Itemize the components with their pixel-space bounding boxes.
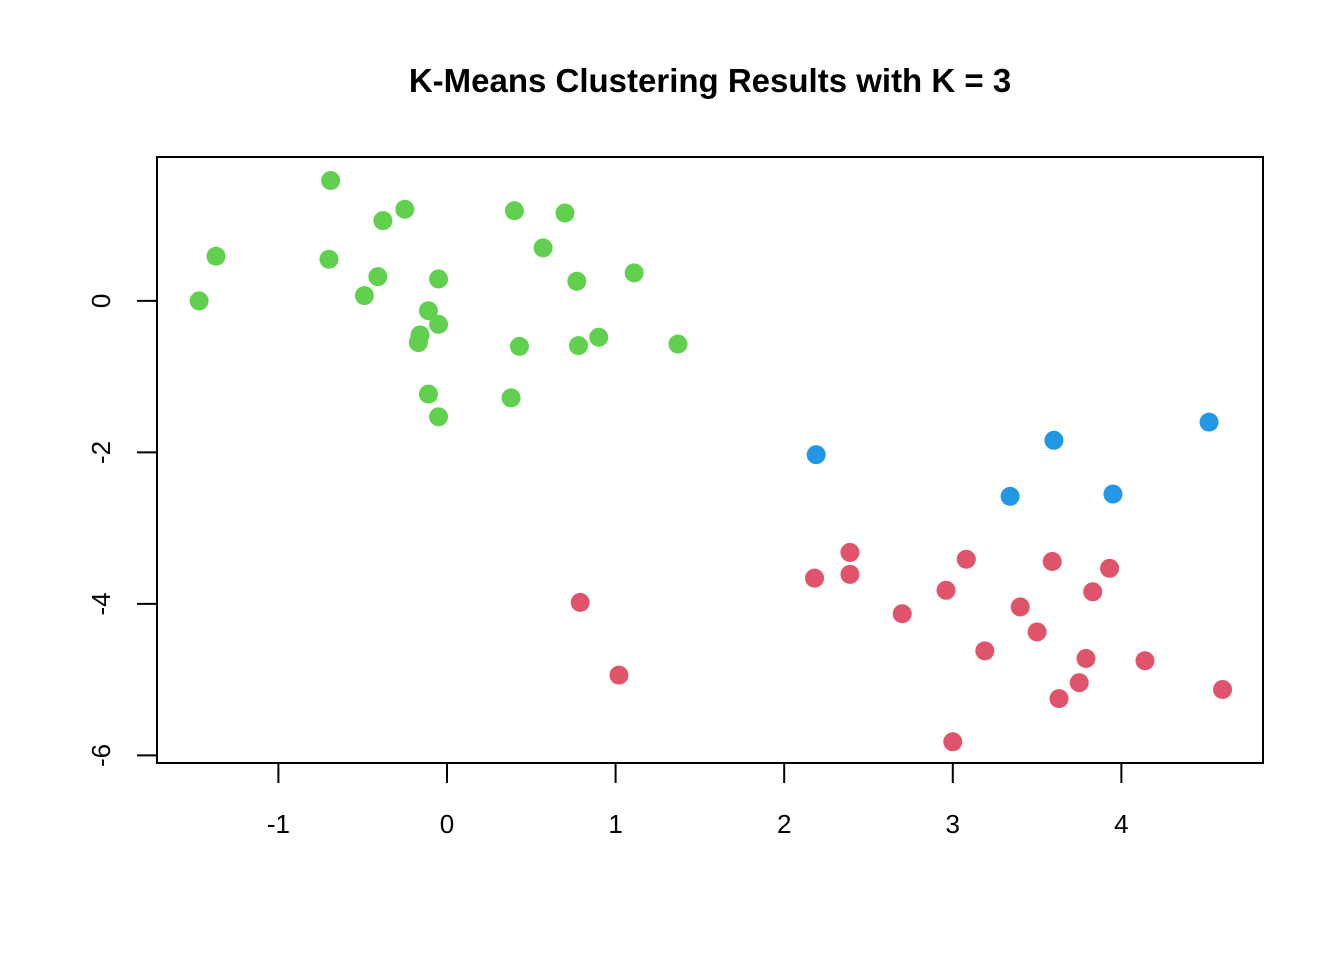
y-axis: 0 -2 -4 -6 — [86, 294, 158, 767]
scatter-point — [1083, 582, 1103, 602]
scatter-point — [418, 384, 438, 404]
scatter-point — [429, 314, 449, 334]
scatter-point — [373, 211, 393, 231]
x-tick-label: 2 — [777, 809, 791, 839]
scatter-point — [570, 592, 590, 612]
scatter-point — [1042, 552, 1062, 572]
scatter-point — [408, 333, 428, 353]
plot-frame — [156, 156, 1264, 764]
scatter-point — [429, 407, 449, 427]
scatter-point — [1135, 651, 1155, 671]
scatter-point — [501, 388, 521, 408]
scatter-point — [1076, 648, 1096, 668]
scatter-point — [956, 549, 976, 569]
scatter-point — [1010, 597, 1030, 617]
scatter-point — [321, 170, 341, 190]
scatter-point — [1000, 486, 1020, 506]
scatter-point — [1027, 622, 1047, 642]
scatter-point — [509, 336, 529, 356]
scatter-point — [319, 249, 339, 269]
scatter-point — [1213, 680, 1233, 700]
scatter-point — [1103, 484, 1123, 504]
scatter-point — [975, 641, 995, 661]
chart-title: K-Means Clustering Results with K = 3 — [409, 62, 1011, 99]
scatter-point — [567, 271, 587, 291]
scatter-point — [555, 203, 575, 223]
scatter-point — [395, 199, 415, 219]
scatter-point — [1199, 412, 1219, 432]
scatter-point — [805, 568, 825, 588]
y-tick-label: -6 — [86, 744, 116, 767]
x-tick-label: 1 — [608, 809, 622, 839]
scatter-point — [568, 336, 588, 356]
scatter-point — [354, 286, 374, 306]
scatter-point — [936, 580, 956, 600]
x-axis: -1 0 1 2 3 4 — [267, 762, 1129, 839]
scatter-point — [429, 269, 449, 289]
x-tick-label: 0 — [440, 809, 454, 839]
data-points — [189, 170, 1233, 752]
scatter-point — [624, 263, 644, 283]
scatter-point — [504, 201, 524, 221]
scatter-point — [368, 267, 388, 287]
scatter-point — [1049, 689, 1069, 709]
scatter-point — [533, 238, 553, 258]
x-tick-label: 3 — [946, 809, 960, 839]
scatter-point — [1069, 673, 1089, 693]
x-tick-label: -1 — [267, 809, 290, 839]
scatter-point — [1044, 430, 1064, 450]
scatter-point — [668, 334, 688, 354]
scatter-point — [892, 604, 912, 624]
y-tick-label: 0 — [86, 294, 116, 308]
scatter-point — [609, 665, 629, 685]
scatter-point — [943, 732, 963, 752]
scatter-point — [189, 291, 209, 311]
scatter-point — [840, 542, 860, 562]
x-tick-label: 4 — [1114, 809, 1128, 839]
scatter-point — [206, 246, 226, 266]
scatter-point — [840, 564, 860, 584]
y-tick-label: -4 — [86, 592, 116, 615]
scatter-point — [589, 327, 609, 347]
y-tick-label: -2 — [86, 441, 116, 464]
scatter-point — [1100, 558, 1120, 578]
scatter-point — [418, 301, 438, 321]
scatter-point — [806, 445, 826, 465]
